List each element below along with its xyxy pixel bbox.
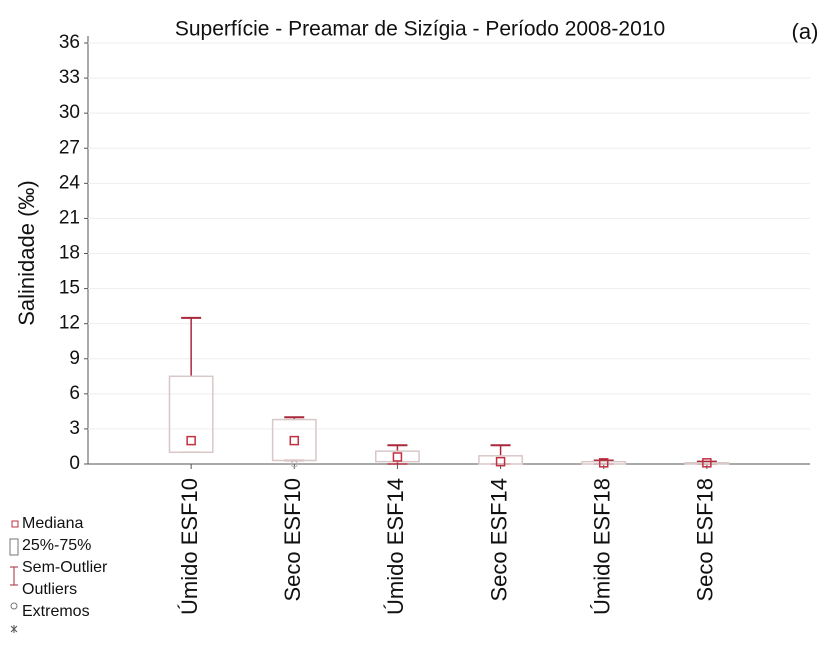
median <box>186 435 196 446</box>
legend-icon <box>9 538 19 556</box>
outlier <box>290 460 298 468</box>
box <box>168 375 214 454</box>
median <box>289 435 300 446</box>
y-tick-label: 24 <box>59 172 81 193</box>
y-tick-label: 3 <box>69 418 80 439</box>
legend-label: Mediana <box>22 515 83 532</box>
box <box>271 418 317 462</box>
y-tick-label: 27 <box>59 137 80 158</box>
y-tick-label: 36 <box>59 32 80 53</box>
legend-label: Sem-Outlier <box>22 559 108 576</box>
y-tick-label: 15 <box>59 278 80 299</box>
x-tick-label: Úmido ESF10 <box>177 478 202 615</box>
y-tick-label: 6 <box>69 383 80 404</box>
box <box>478 455 523 465</box>
legend-label: Extremos <box>22 603 90 620</box>
legend-icon <box>10 566 18 586</box>
panel-label: (a) <box>792 19 819 44</box>
y-tick-label: 9 <box>69 348 80 369</box>
y-tick-label: 12 <box>59 313 80 334</box>
y-tick-label: 33 <box>59 67 80 88</box>
median <box>392 452 403 462</box>
x-tick-label: Seco ESF14 <box>486 478 511 602</box>
box <box>581 460 627 465</box>
legend-icon <box>10 625 18 633</box>
legend-icon <box>10 602 18 610</box>
y-axis-label: Salinidade (‰) <box>14 180 39 326</box>
x-tick-label: Úmido ESF14 <box>383 478 408 615</box>
legend-label: Outliers <box>22 581 77 598</box>
y-tick-label: 21 <box>59 207 80 228</box>
legend-icon <box>11 520 19 528</box>
x-tick-label: Seco ESF18 <box>693 478 718 602</box>
x-tick-label: Seco ESF10 <box>280 478 305 602</box>
median <box>702 458 712 468</box>
y-tick-label: 30 <box>59 102 80 123</box>
legend <box>9 520 19 633</box>
chart-title: Superfície - Preamar de Sizígia - Períod… <box>175 18 665 41</box>
legend-label: 25%-75% <box>22 537 91 554</box>
median <box>495 456 506 467</box>
y-tick-label: 18 <box>59 243 80 264</box>
box <box>684 462 730 465</box>
y-tick-label: 0 <box>69 453 80 474</box>
median <box>598 458 609 468</box>
x-tick-label: Úmido ESF18 <box>590 478 615 615</box>
